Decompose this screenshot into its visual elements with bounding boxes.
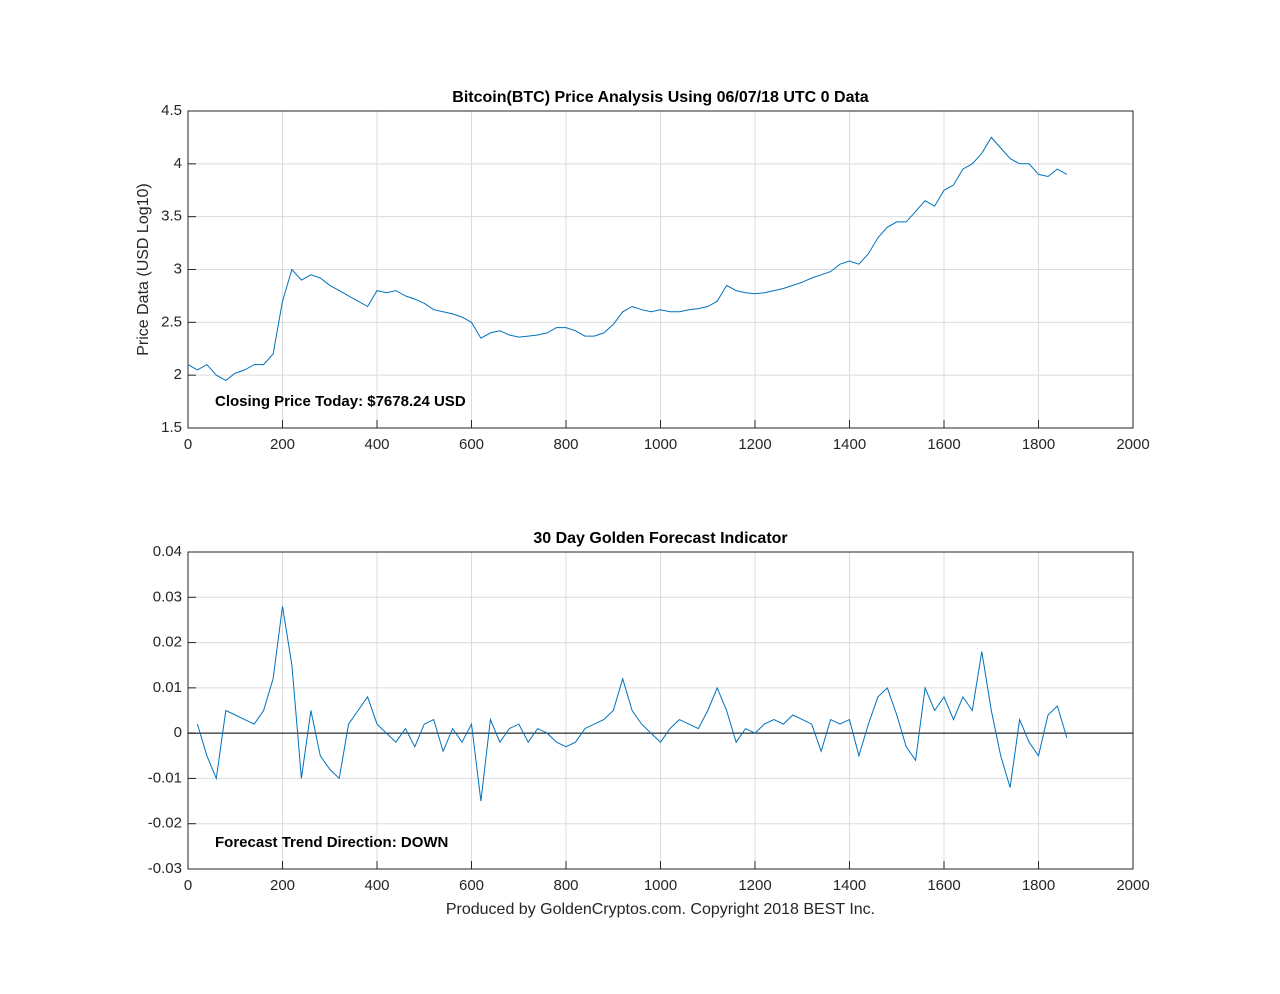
annotation: Forecast Trend Direction: DOWN xyxy=(215,834,448,851)
axes-box xyxy=(187,551,1134,870)
y-tick-label: 0.03 xyxy=(153,588,182,605)
x-tick-label: 1400 xyxy=(833,877,866,894)
x-tick-label: 1800 xyxy=(1022,436,1055,453)
data-line xyxy=(196,606,1068,802)
y-tick-label: -0.01 xyxy=(148,769,182,786)
x-tick-label: 600 xyxy=(459,436,484,453)
y-tick-label: -0.02 xyxy=(148,815,182,832)
y-tick-label: 0.04 xyxy=(153,543,182,560)
x-tick-label: 1600 xyxy=(927,877,960,894)
y-tick-label: 2 xyxy=(174,366,182,383)
y-tick-label: 1.5 xyxy=(161,419,182,436)
x-tick-label: 2000 xyxy=(1116,436,1149,453)
x-tick-label: 1200 xyxy=(738,436,771,453)
y-tick-label: 0 xyxy=(174,724,182,741)
y-tick-label: 4 xyxy=(174,155,182,172)
y-tick-label: -0.03 xyxy=(148,860,182,877)
axes-box xyxy=(187,110,1134,429)
y-tick-label: 3.5 xyxy=(161,208,182,225)
x-tick-label: 0 xyxy=(184,877,192,894)
x-tick-label: 800 xyxy=(553,436,578,453)
chart-title: Bitcoin(BTC) Price Analysis Using 06/07/… xyxy=(452,89,869,106)
x-tick-label: 0 xyxy=(184,436,192,453)
y-axis-label: Price Data (USD Log10) xyxy=(135,183,152,356)
y-tick-label: 4.5 xyxy=(161,102,182,119)
x-tick-label: 600 xyxy=(459,877,484,894)
y-tick-label: 2.5 xyxy=(161,313,182,330)
x-tick-label: 1000 xyxy=(644,877,677,894)
x-tick-label: 200 xyxy=(270,877,295,894)
x-tick-label: 1800 xyxy=(1022,877,1055,894)
x-tick-label: 2000 xyxy=(1116,877,1149,894)
data-line xyxy=(187,136,1068,381)
x-axis-label: Produced by GoldenCryptos.com. Copyright… xyxy=(446,901,875,918)
x-tick-label: 400 xyxy=(364,877,389,894)
chart-title: 30 Day Golden Forecast Indicator xyxy=(533,530,787,547)
y-tick-label: 3 xyxy=(174,260,182,277)
x-tick-label: 1200 xyxy=(738,877,771,894)
x-tick-label: 1600 xyxy=(927,436,960,453)
x-tick-label: 200 xyxy=(270,436,295,453)
x-tick-label: 800 xyxy=(553,877,578,894)
x-tick-label: 400 xyxy=(364,436,389,453)
annotation: Closing Price Today: $7678.24 USD xyxy=(215,393,466,410)
y-tick-label: 0.02 xyxy=(153,634,182,651)
y-tick-label: 0.01 xyxy=(153,679,182,696)
x-tick-label: 1400 xyxy=(833,436,866,453)
x-tick-label: 1000 xyxy=(644,436,677,453)
